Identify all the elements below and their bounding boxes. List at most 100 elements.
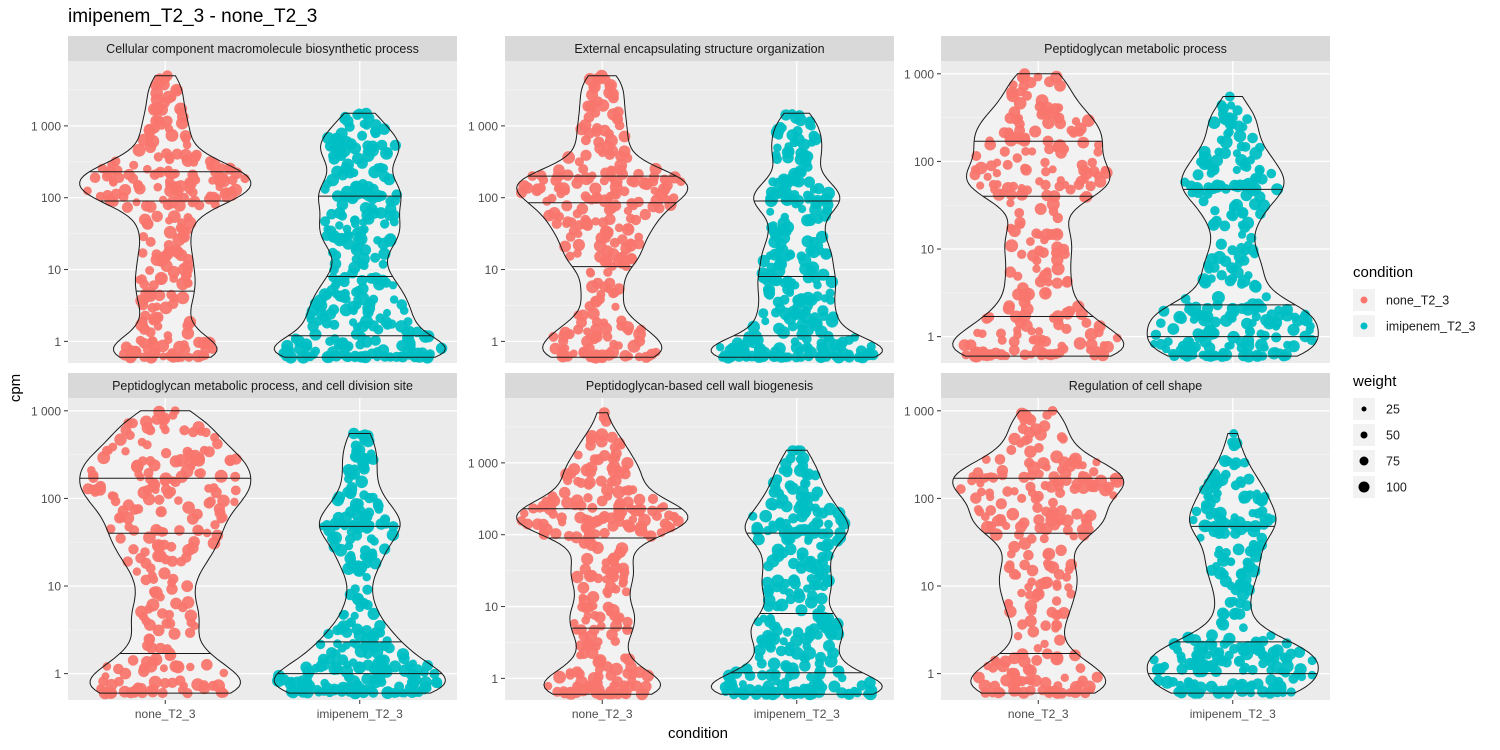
data-point [87, 466, 96, 475]
data-point [1209, 468, 1221, 480]
data-point [380, 219, 390, 229]
data-point [145, 456, 156, 466]
data-point [775, 121, 786, 132]
data-point [323, 225, 332, 234]
data-point [569, 349, 578, 358]
violin-outline [710, 112, 883, 358]
violin-series-imipenem_T2_3 [710, 445, 883, 701]
data-point [1006, 199, 1015, 208]
data-point [780, 212, 789, 222]
data-point [811, 517, 823, 529]
violin-series-none_T2_3 [952, 68, 1125, 363]
data-point [1033, 443, 1044, 453]
data-point [181, 327, 195, 340]
legend-key-imipenem_T2_3 [1360, 322, 1368, 330]
data-point [378, 654, 390, 667]
data-point [971, 151, 982, 161]
data-point [173, 661, 184, 671]
data-point [796, 452, 810, 465]
data-point [357, 252, 370, 266]
data-point [161, 115, 173, 127]
data-point [89, 172, 101, 183]
data-point [985, 488, 995, 498]
data-point [106, 524, 116, 534]
data-point [1024, 445, 1037, 458]
data-point [817, 268, 830, 281]
data-point [1055, 544, 1067, 556]
data-point [773, 342, 786, 355]
legend-title-weight: weight [1352, 373, 1397, 390]
data-point [229, 183, 243, 197]
data-point [337, 654, 349, 666]
data-point [614, 159, 628, 172]
data-point [374, 620, 386, 632]
data-point [1034, 522, 1046, 534]
data-point [1080, 191, 1093, 203]
data-point [850, 686, 859, 696]
data-point [1217, 607, 1229, 620]
data-point [822, 186, 835, 200]
data-point [580, 149, 592, 161]
data-point [1035, 177, 1044, 186]
data-point [581, 552, 594, 566]
data-point [808, 623, 820, 635]
data-point [422, 660, 434, 671]
data-point [1041, 189, 1053, 202]
data-point [1050, 651, 1064, 664]
legend-size-key [1359, 456, 1369, 466]
data-point [219, 668, 229, 678]
data-point [350, 464, 359, 474]
y-tick-label: 10 [485, 263, 499, 277]
data-point [844, 349, 854, 359]
data-point [1077, 136, 1090, 149]
data-point [123, 418, 133, 428]
violin-body [711, 113, 883, 358]
data-point [1062, 525, 1073, 536]
data-point [815, 651, 827, 663]
data-point [340, 664, 354, 678]
data-point [350, 584, 360, 594]
data-point [611, 302, 620, 311]
data-point [181, 596, 195, 609]
data-point [362, 659, 374, 671]
y-tick-label: 100 [914, 155, 934, 169]
data-point [181, 580, 194, 593]
data-point [1008, 432, 1021, 446]
data-point [352, 152, 364, 165]
y-tick-label: 1 [927, 330, 934, 344]
x-tick-label: none_T2_3 [572, 707, 633, 721]
data-point [784, 480, 796, 491]
facet-panel: Peptidoglycan metabolic process 1 10 100 1 0… [904, 36, 1330, 363]
data-point [771, 543, 785, 557]
data-point [96, 684, 106, 694]
data-point [311, 346, 320, 356]
data-point [1283, 340, 1292, 350]
data-point [362, 584, 373, 595]
data-point [323, 628, 334, 640]
data-point [1224, 127, 1234, 137]
x-tick-label: none_T2_3 [1008, 707, 1069, 721]
data-point [328, 272, 338, 283]
data-point [359, 244, 372, 256]
violin-series-imipenem_T2_3 [710, 109, 883, 364]
data-point [1235, 154, 1248, 167]
data-point [972, 467, 984, 478]
y-tick-label: 100 [914, 492, 934, 506]
data-point [191, 678, 205, 691]
data-point [1017, 282, 1029, 294]
data-point [317, 653, 330, 666]
data-point [804, 213, 817, 226]
data-point [1008, 181, 1019, 191]
data-point [624, 223, 634, 233]
violin-series-imipenem_T2_3 [273, 107, 448, 364]
data-point [159, 664, 168, 673]
data-point [580, 191, 591, 202]
violin-series-imipenem_T2_3 [1146, 91, 1319, 363]
data-point [766, 613, 775, 623]
data-point [571, 666, 583, 678]
data-point [1043, 559, 1052, 568]
data-point [782, 275, 794, 287]
data-point [163, 240, 175, 251]
data-point [804, 556, 815, 566]
data-point [102, 190, 113, 201]
